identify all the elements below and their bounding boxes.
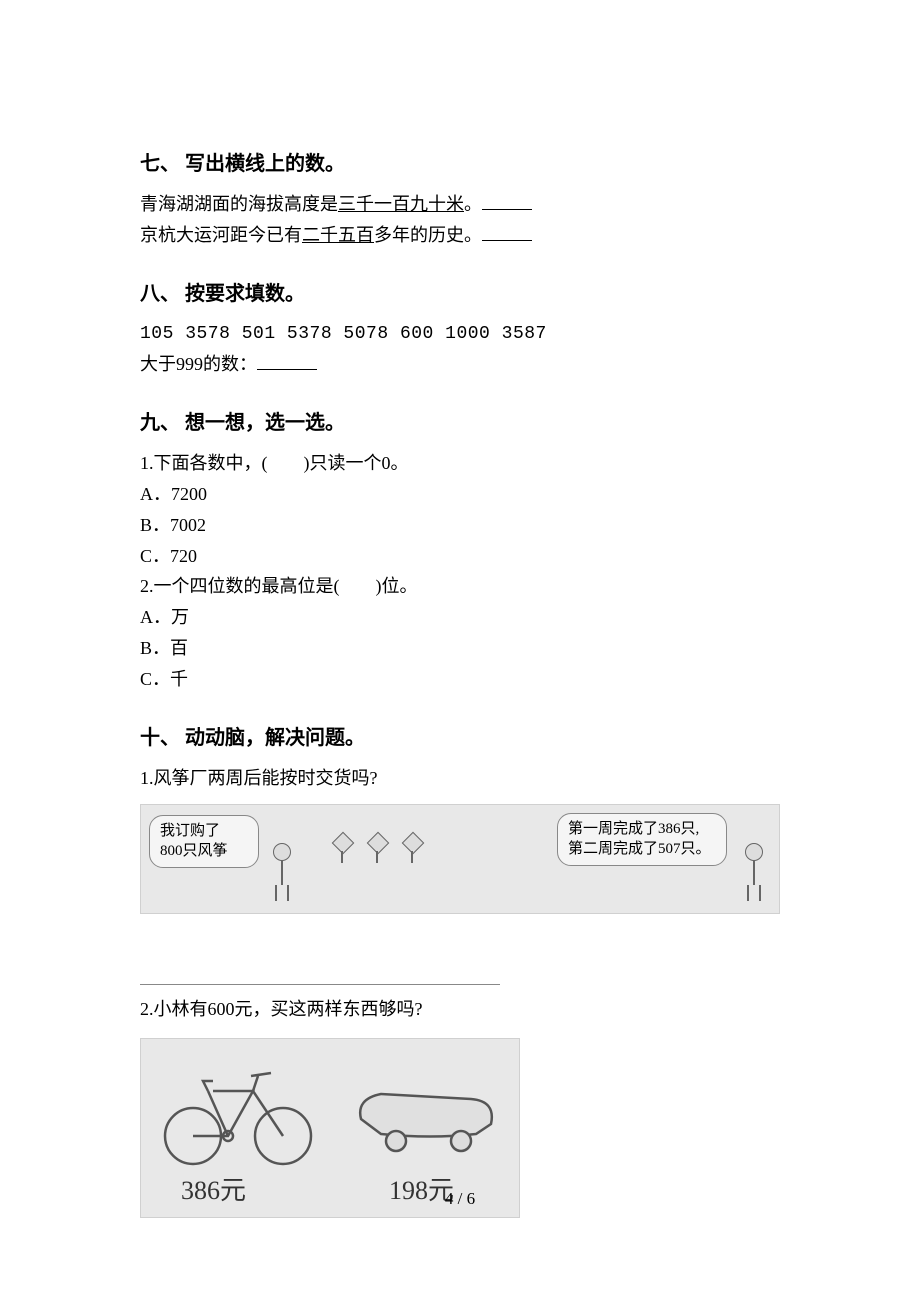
kite-icon [401,835,423,863]
skateboard-icon [351,1079,501,1159]
s9-q2-a[interactable]: A．万 [140,603,780,632]
s10-q2-stem: 2.小林有600元，买这两样东西够吗? [140,995,780,1024]
s8-numbers: 105 3578 501 5378 5078 600 1000 3587 [140,320,780,349]
s9-q2-b[interactable]: B．百 [140,634,780,663]
kite-icon [331,835,353,863]
s7-l2-pre: 京杭大运河距今已有 [140,225,302,245]
s9-q1-stem: 1.下面各数中，( )只读一个0。 [140,449,780,478]
s7-l1-post: 。 [464,194,482,214]
s7-l2-blank[interactable] [482,223,532,241]
s8-blank[interactable] [257,352,317,370]
s7-l1-blank[interactable] [482,192,532,210]
s9-q2-c[interactable]: C．千 [140,665,780,694]
s10-q1-image: 我订购了 800只风筝 第一周完成了386只, 第二周完成了507只。 [140,804,780,914]
section-7-line2: 京杭大运河距今已有二千五百多年的历史。 [140,221,780,250]
speech-bubble-right: 第一周完成了386只, 第二周完成了507只。 [557,813,727,866]
person-right-icon [741,843,767,903]
s10-q1-answer-line[interactable] [140,984,500,985]
s10-q1-stem: 1.风筝厂两周后能按时交货吗? [140,764,780,793]
speech-bubble-left: 我订购了 800只风筝 [149,815,259,868]
section-8-title: 八、 按要求填数。 [140,278,780,310]
s9-q1-b[interactable]: B．7002 [140,511,780,540]
person-left-icon [269,843,295,903]
section-7-line1: 青海湖湖面的海拔高度是三千一百九十米。 [140,190,780,219]
section-10-title: 十、 动动脑，解决问题。 [140,722,780,754]
s9-q2-stem: 2.一个四位数的最高位是( )位。 [140,572,780,601]
s9-q1-a[interactable]: A．7200 [140,480,780,509]
s8-prompt-row: 大于999的数： [140,350,780,379]
speech-left-l2: 800只风筝 [160,842,248,862]
s7-l1-pre: 青海湖湖面的海拔高度是 [140,194,338,214]
kite-icon [366,835,388,863]
s7-l1-underlined: 三千一百九十米 [338,194,464,214]
s7-l2-underlined: 二千五百 [302,225,374,245]
section-7-title: 七、 写出横线上的数。 [140,148,780,180]
section-9-title: 九、 想一想，选一选。 [140,407,780,439]
speech-right-l2: 第二周完成了507只。 [568,840,716,860]
speech-left-l1: 我订购了 [160,822,248,842]
s9-q1-c[interactable]: C．720 [140,542,780,571]
s8-prompt: 大于999的数： [140,354,257,374]
page-number: 4 / 6 [0,1185,920,1212]
bicycle-icon [153,1051,323,1171]
speech-right-l1: 第一周完成了386只, [568,820,716,840]
s7-l2-post: 多年的历史。 [374,225,482,245]
